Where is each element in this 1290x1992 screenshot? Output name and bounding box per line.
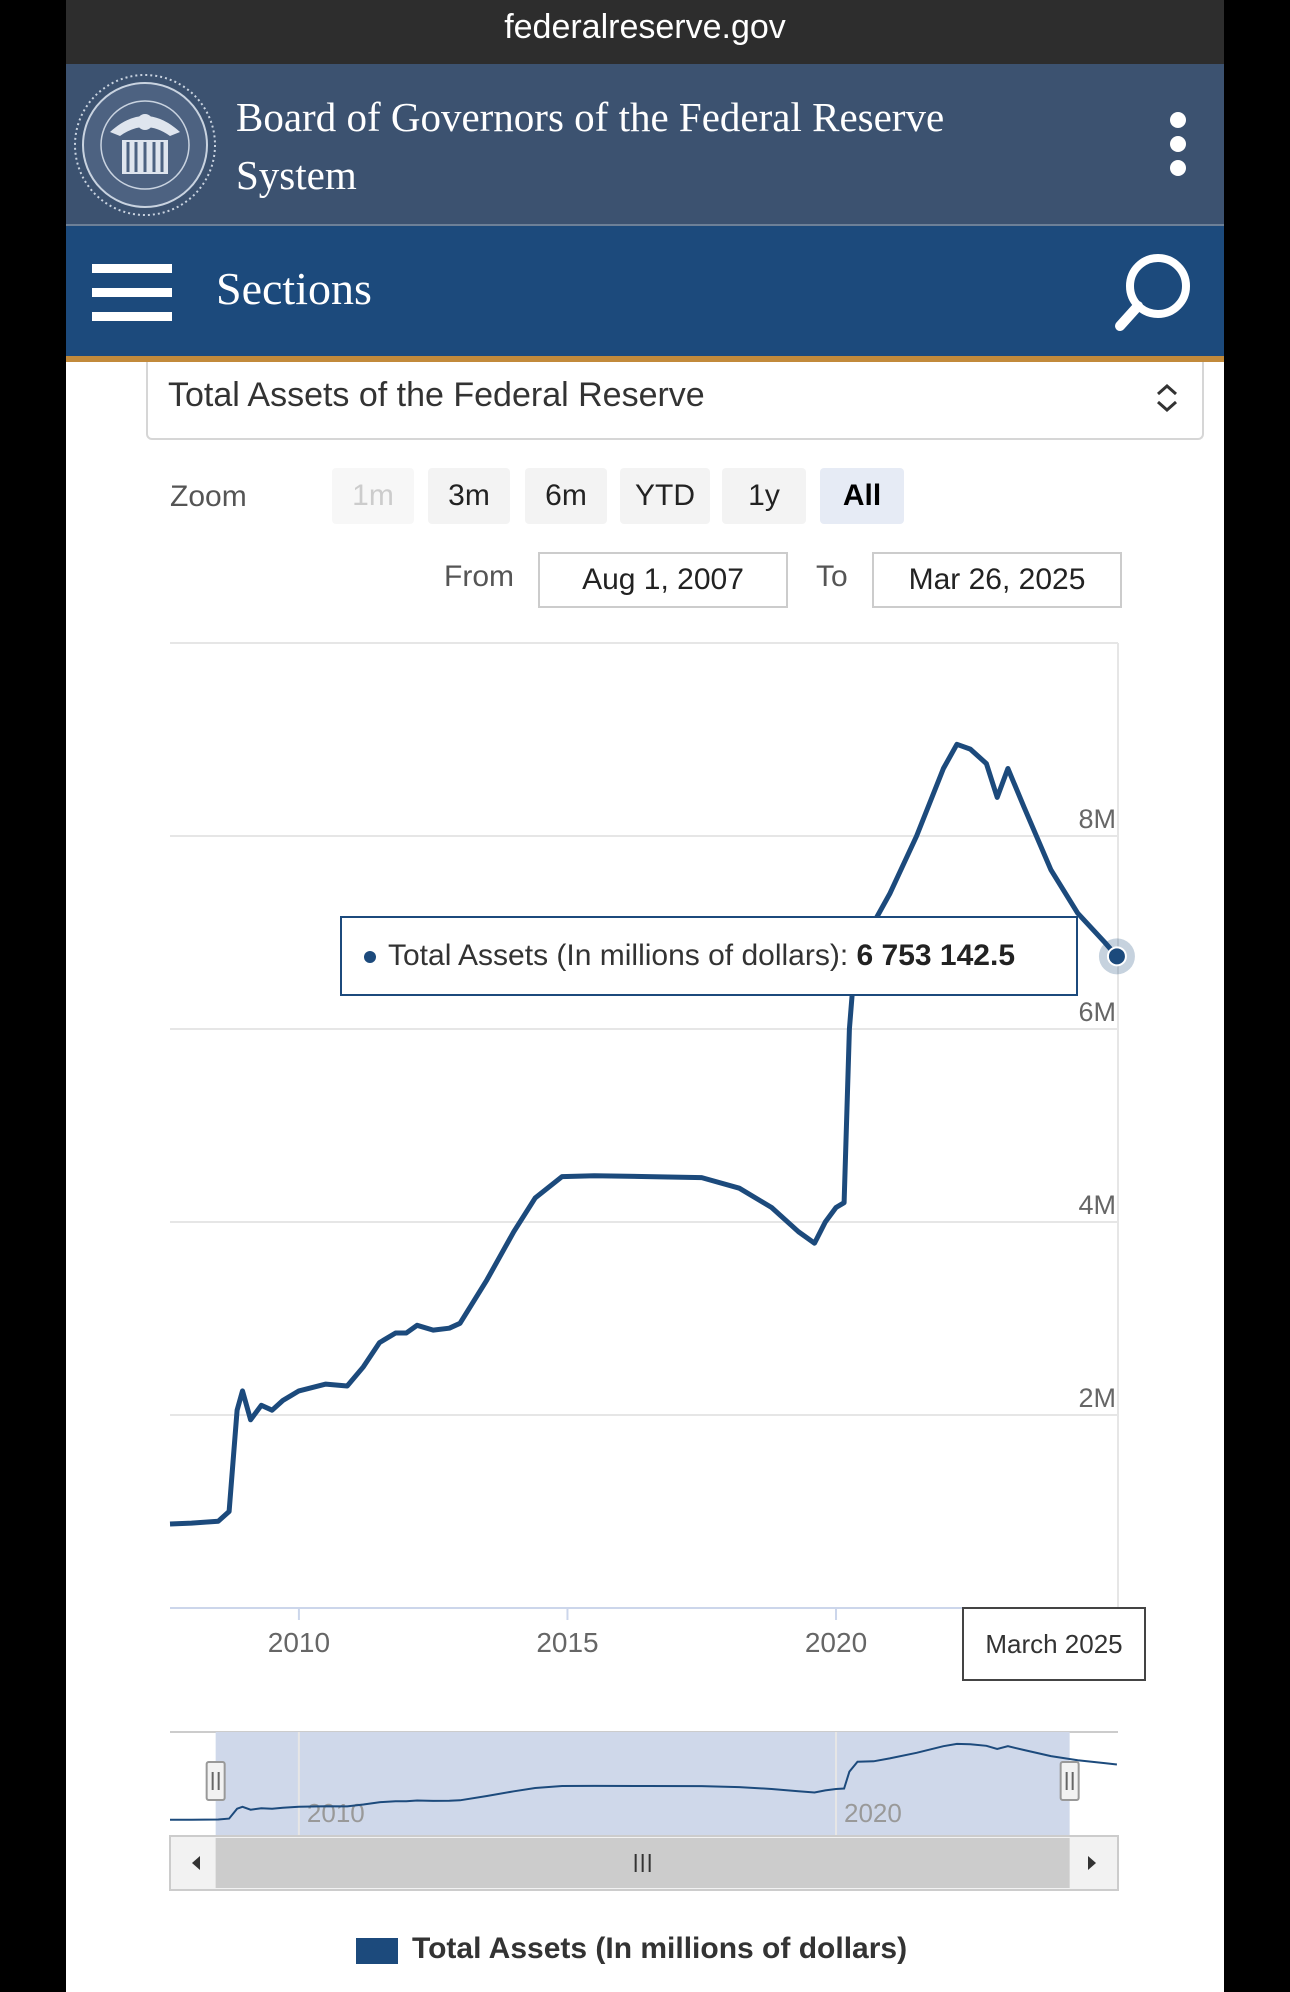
chart-grid bbox=[170, 642, 1119, 1608]
to-date-input[interactable]: Mar 26, 2025 bbox=[872, 552, 1122, 608]
zoom-1y-button[interactable]: 1y bbox=[722, 468, 806, 524]
navigator-handle bbox=[205, 1761, 226, 1801]
site-title[interactable]: Board of Governors of the Federal Reserv… bbox=[236, 94, 945, 198]
legend-swatch bbox=[356, 1938, 398, 1964]
series-line-total-assets bbox=[169, 741, 1119, 1527]
chart-tooltip: Total Assets (In millions of dollars): 6… bbox=[340, 916, 1078, 996]
scroll-right-arrow-icon bbox=[1088, 1856, 1096, 1870]
browser-url-bar[interactable]: federalreserve.gov bbox=[66, 0, 1224, 64]
zoom-6m-button[interactable]: 6m bbox=[525, 468, 607, 524]
navigator-tick-label: 2010 bbox=[307, 1798, 365, 1828]
dataset-select[interactable]: Total Assets of the Federal Reserve bbox=[146, 362, 1204, 440]
tooltip-series-name: Total Assets (In millions of dollars): bbox=[388, 939, 849, 972]
navigator-handle bbox=[1059, 1761, 1080, 1801]
url-text: federalreserve.gov bbox=[504, 8, 786, 46]
zoom-3m-button[interactable]: 3m bbox=[428, 468, 510, 524]
to-label: To bbox=[816, 560, 848, 593]
y-tick-label: 6M bbox=[1078, 997, 1116, 1027]
date-range: From Aug 1, 2007 To Mar 26, 2025 bbox=[66, 552, 1224, 612]
federal-reserve-seal-icon[interactable] bbox=[70, 70, 220, 220]
hover-date-label: March 2025 bbox=[962, 1607, 1146, 1681]
y-tick-label: 8M bbox=[1078, 804, 1116, 834]
scroll-left-arrow-icon bbox=[192, 1856, 200, 1870]
sections-nav-bar: Sections bbox=[66, 226, 1224, 362]
navigator-series-line bbox=[169, 1742, 1118, 1821]
dataset-select-value: Total Assets of the Federal Reserve bbox=[168, 376, 705, 414]
chart-series bbox=[169, 741, 1135, 1527]
zoom-1m-button[interactable]: 1m bbox=[332, 468, 414, 524]
chart-area[interactable]: 2M 4M 6M 8M 2010 2015 2020 2010 2020 bbox=[66, 0, 1224, 1992]
page: federalreserve.gov Board of Governors of… bbox=[66, 0, 1224, 1992]
tooltip-value: 6 753 142.5 bbox=[856, 939, 1015, 972]
updown-caret-icon bbox=[1157, 383, 1177, 413]
kebab-dot bbox=[1170, 136, 1186, 152]
zoom-all-button[interactable]: All bbox=[820, 468, 904, 524]
navigator-tick-label: 2020 bbox=[844, 1798, 902, 1828]
chart-navigator[interactable]: 2010 2020 bbox=[169, 1731, 1119, 1891]
chart-axes: 2M 4M 6M 8M 2010 2015 2020 bbox=[170, 804, 1118, 1658]
from-date-input[interactable]: Aug 1, 2007 bbox=[538, 552, 788, 608]
hamburger-icon[interactable] bbox=[92, 264, 172, 322]
kebab-menu-icon[interactable] bbox=[1170, 112, 1188, 182]
y-tick-label: 2M bbox=[1078, 1383, 1116, 1413]
x-tick-label: 2020 bbox=[805, 1627, 867, 1658]
site-header: Board of Governors of the Federal Reserv… bbox=[66, 64, 1224, 226]
sections-label[interactable]: Sections bbox=[216, 263, 372, 314]
x-tick-label: 2010 bbox=[268, 1627, 330, 1658]
kebab-dot bbox=[1170, 112, 1186, 128]
tooltip-series-dot bbox=[364, 951, 376, 964]
search-icon[interactable] bbox=[1108, 248, 1198, 338]
from-label: From bbox=[444, 560, 514, 593]
zoom-label: Zoom bbox=[170, 480, 247, 513]
x-tick-label: 2015 bbox=[536, 1627, 598, 1658]
y-tick-label: 4M bbox=[1078, 1190, 1116, 1220]
hover-marker bbox=[1106, 946, 1127, 967]
kebab-dot bbox=[1170, 160, 1186, 176]
zoom-ytd-button[interactable]: YTD bbox=[620, 468, 710, 524]
legend-label: Total Assets (In millions of dollars) bbox=[412, 1932, 908, 1965]
